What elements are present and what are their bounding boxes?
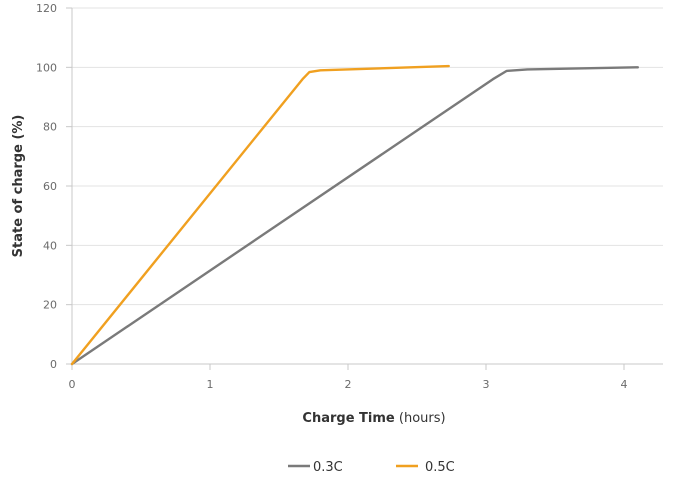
y-tick-labels: 0 20 40 60 80 100 120 — [36, 2, 57, 371]
x-tick-labels: 0 1 2 3 4 — [69, 378, 628, 391]
y-tick-label: 60 — [43, 180, 57, 193]
x-tick-label: 3 — [483, 378, 490, 391]
x-tick-label: 0 — [69, 378, 76, 391]
series-line-0.3C — [72, 67, 638, 364]
y-tick-label: 120 — [36, 2, 57, 15]
y-tick-label: 80 — [43, 121, 57, 134]
x-tick-label: 2 — [345, 378, 352, 391]
series-line-0.5C — [72, 66, 449, 364]
x-tick-label: 4 — [621, 378, 628, 391]
legend-label-0.5C: 0.5C — [425, 460, 455, 475]
y-tick-label: 40 — [43, 239, 57, 252]
x-tick-label: 1 — [207, 378, 214, 391]
gridlines — [66, 8, 663, 370]
y-tick-label: 20 — [43, 299, 57, 312]
legend: 0.3C 0.5C — [288, 460, 455, 475]
y-tick-label: 100 — [36, 61, 57, 74]
series-lines — [72, 66, 638, 364]
x-axis-label-unit: (hours) — [395, 411, 446, 426]
y-axis-label: State of charge (%) — [11, 115, 26, 258]
x-axis-label-bold: Charge Time — [302, 411, 394, 426]
legend-label-0.3C: 0.3C — [313, 460, 343, 475]
x-axis-label: Charge Time (hours) — [302, 411, 445, 426]
y-tick-label: 0 — [50, 358, 57, 371]
